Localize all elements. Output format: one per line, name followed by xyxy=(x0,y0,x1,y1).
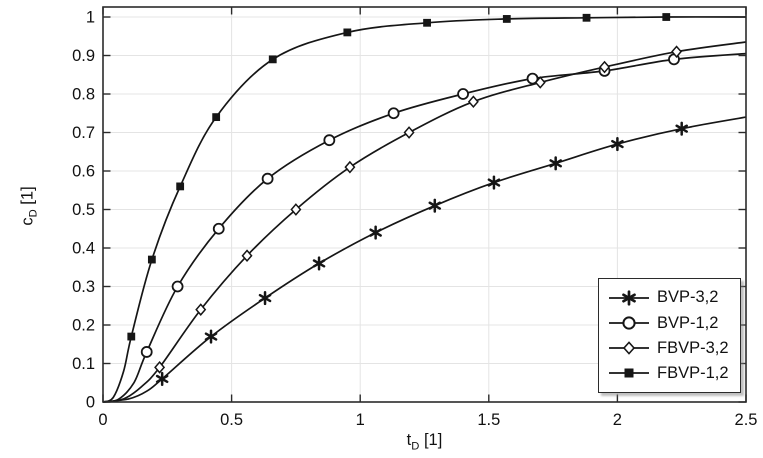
axis-ticks xyxy=(102,7,747,403)
x-axis-label-main: t xyxy=(406,431,412,449)
x-tick-label: 1 xyxy=(356,411,365,429)
y-axis-label-main: c xyxy=(18,217,37,226)
x-tick-label: 2 xyxy=(613,411,622,429)
legend-label-fbvp-3-2: FBVP-3,2 xyxy=(657,338,729,357)
circle-marker-icon xyxy=(609,316,649,330)
y-tick-label: 0.6 xyxy=(72,163,95,181)
x-tick-labels: 0 0.5 1 1.5 2 2.5 xyxy=(98,411,757,429)
legend: BVP-3,2 BVP-1,2 FBVP-3,2 FBVP-1,2 xyxy=(598,278,741,393)
y-axis-label: cD [1] xyxy=(18,186,39,225)
y-tick-labels: 0 0.1 0.2 0.3 0.4 0.5 0.6 0.7 0.8 0.9 1 xyxy=(72,9,95,412)
y-tick-label: 1 xyxy=(86,9,95,27)
legend-item-bvp-1-2: BVP-1,2 xyxy=(608,314,731,332)
x-tick-label: 0 xyxy=(98,411,107,429)
x-tick-label: 2.5 xyxy=(735,411,758,429)
y-tick-label: 0.9 xyxy=(72,47,95,65)
series-FBVP-3,2 xyxy=(102,41,747,403)
series-line xyxy=(102,16,747,403)
x-axis-label: tD [1] xyxy=(103,431,746,452)
legend-label-bvp-3-2: BVP-3,2 xyxy=(657,288,719,307)
y-tick-label: 0.3 xyxy=(72,278,95,296)
y-tick-label: 0.4 xyxy=(72,240,95,258)
y-tick-label: 0.1 xyxy=(72,355,95,373)
y-tick-label: 0 xyxy=(86,394,95,412)
legend-label-bvp-1-2: BVP-1,2 xyxy=(657,313,719,332)
legend-label-fbvp-1-2: FBVP-1,2 xyxy=(657,364,729,383)
y-tick-label: 0.7 xyxy=(72,124,95,142)
series-markers xyxy=(155,121,688,386)
x-axis-label-sub: D xyxy=(411,440,420,453)
series-FBVP-1,2 xyxy=(102,13,747,403)
legend-item-fbvp-3-2: FBVP-3,2 xyxy=(608,339,731,357)
x-tick-label: 0.5 xyxy=(220,411,243,429)
x-tick-label: 1.5 xyxy=(477,411,500,429)
plot-frame xyxy=(102,6,747,403)
x-axis-label-unit: [1] xyxy=(423,431,443,449)
y-axis-label-sub: D xyxy=(27,209,40,218)
diamond-marker-icon xyxy=(609,341,649,355)
square-marker-icon xyxy=(609,368,649,378)
legend-item-fbvp-1-2: FBVP-1,2 xyxy=(608,364,731,382)
star-marker-icon xyxy=(609,289,649,306)
y-tick-label: 0.5 xyxy=(72,201,95,219)
y-tick-label: 0.8 xyxy=(72,86,95,104)
series-markers xyxy=(154,45,683,374)
series-markers xyxy=(127,13,671,341)
y-axis-label-unit: [1] xyxy=(18,186,37,205)
y-tick-label: 0.2 xyxy=(72,317,95,335)
legend-item-bvp-3-2: BVP-3,2 xyxy=(608,289,731,307)
series-BVP-3,2 xyxy=(102,116,747,403)
